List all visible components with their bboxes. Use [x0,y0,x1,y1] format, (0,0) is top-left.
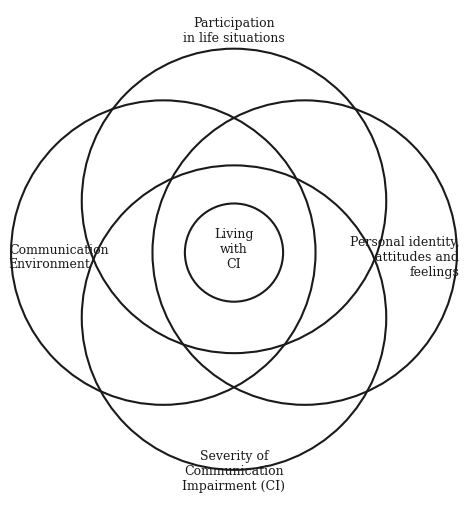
Text: Participation
in life situations: Participation in life situations [183,17,285,45]
Text: Personal identity,
attitudes and
feelings: Personal identity, attitudes and feeling… [350,236,459,279]
Text: Communication
Environment: Communication Environment [9,244,109,271]
Text: Severity of
Communication
Impairment (CI): Severity of Communication Impairment (CI… [183,450,285,493]
Text: Living
with
CI: Living with CI [214,229,254,271]
